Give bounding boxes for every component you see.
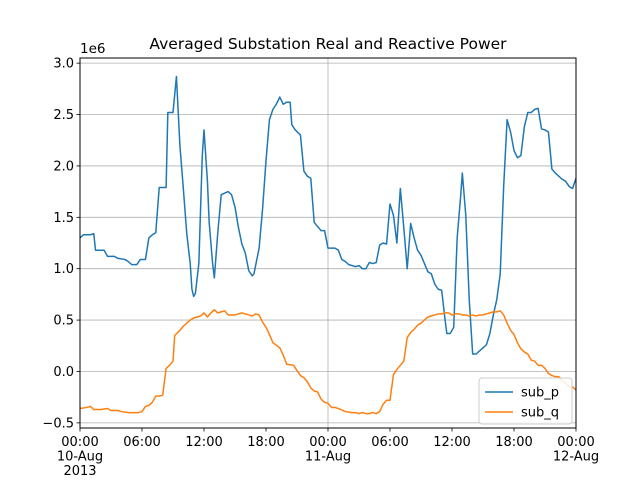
legend: sub_p sub_q xyxy=(478,377,573,425)
x-tick-label: 2013 xyxy=(63,464,96,479)
x-tick-label: 18:00 xyxy=(247,435,284,450)
series-lines xyxy=(80,75,576,415)
x-tick-label: 06:00 xyxy=(371,435,408,450)
x-tick-label: 10-Aug xyxy=(57,450,103,465)
x-tick-label: 18:00 xyxy=(495,435,532,450)
x-tick-label: 00:00 xyxy=(61,435,98,450)
x-tick-label: 12:00 xyxy=(185,435,222,450)
x-tick-label: 06:00 xyxy=(123,435,160,450)
x-tick-label: 11-Aug xyxy=(305,450,351,465)
y-axis: −0.5 0.0 0.5 1.0 1.5 2.0 2.5 3.0 xyxy=(42,57,80,431)
series-line-sub_p xyxy=(80,75,576,355)
y-offset-label: 1e6 xyxy=(80,41,105,57)
y-tick-label: 0.0 xyxy=(53,365,74,380)
y-tick-label: 0.5 xyxy=(53,314,74,329)
y-tick-label: 2.0 xyxy=(53,159,74,174)
x-tick-label: 00:00 xyxy=(557,435,594,450)
y-tick-label: 1.0 xyxy=(53,262,74,277)
x-tick-label: 00:00 xyxy=(309,435,346,450)
series-line-sub_q xyxy=(80,309,576,415)
x-tick-label: 12-Aug xyxy=(553,450,599,465)
legend-label-sub_q: sub_q xyxy=(521,406,559,421)
y-tick-label: 3.0 xyxy=(53,57,74,72)
y-tick-label: 2.5 xyxy=(53,108,74,123)
y-tick-label: 1.5 xyxy=(53,211,74,226)
grid-lines xyxy=(80,58,576,428)
legend-label-sub_p: sub_p xyxy=(521,386,559,401)
x-tick-label: 12:00 xyxy=(433,435,470,450)
y-tick-label: −0.5 xyxy=(42,416,74,431)
chart-title: Averaged Substation Real and Reactive Po… xyxy=(149,35,507,53)
